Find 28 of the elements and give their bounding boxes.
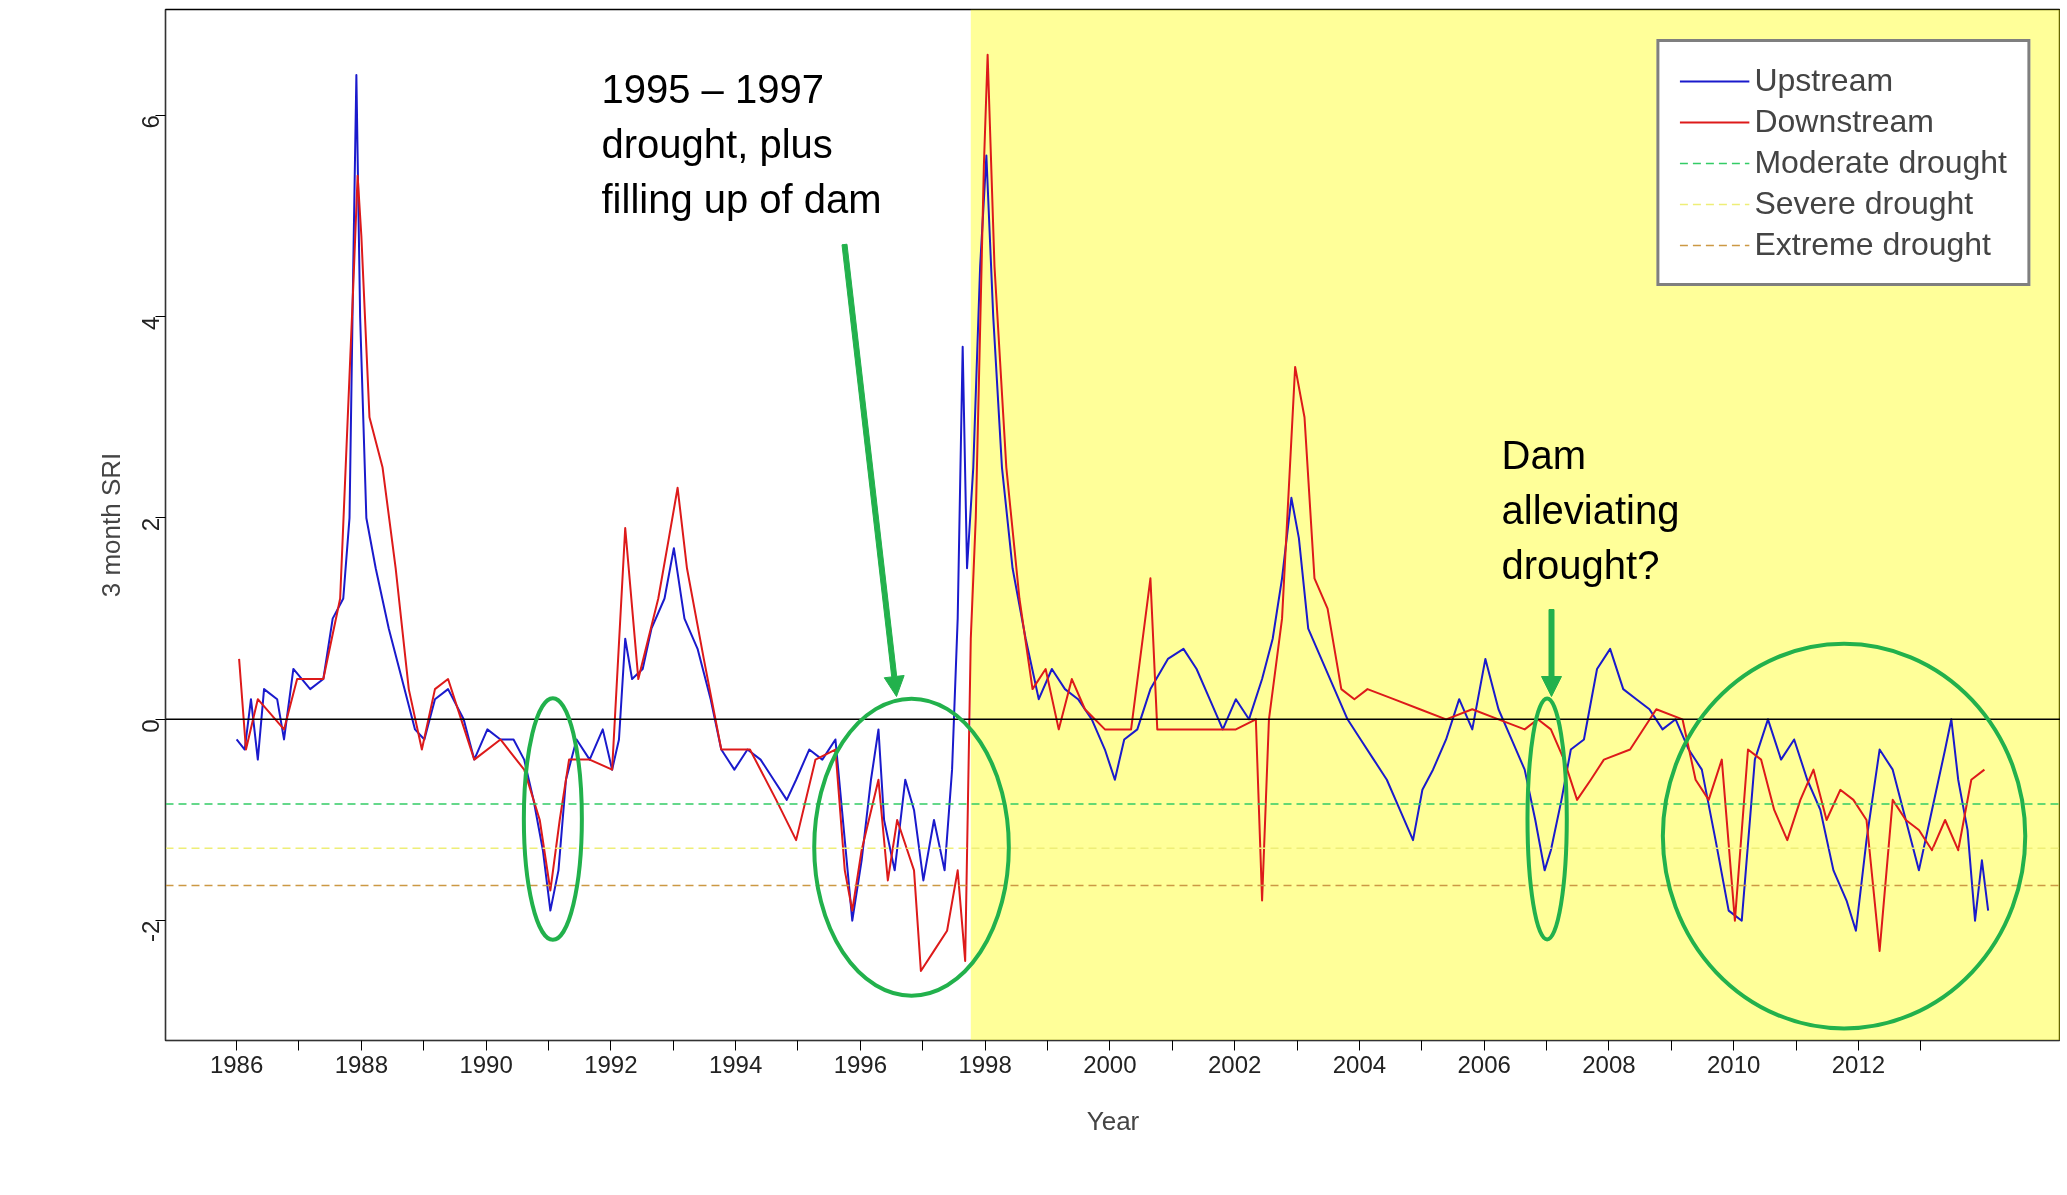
y-tick-label: 4 <box>137 316 164 330</box>
y-tick-label: 2 <box>137 517 164 532</box>
y-tick-label: 0 <box>137 719 164 733</box>
x-tick-label: 1998 <box>958 1050 1012 1078</box>
x-axis-title: Year <box>1086 1105 1140 1136</box>
x-tick-label: 2006 <box>1457 1050 1511 1078</box>
x-tick-label: 1996 <box>833 1050 888 1078</box>
x-tick-label: 2008 <box>1582 1050 1636 1078</box>
legend-label: Downstream <box>1754 103 1934 140</box>
legend-label: Severe drought <box>1754 185 1974 222</box>
annotation: 1995 – 1997 drought, plus filling up of dam <box>601 66 882 221</box>
x-tick-label: 2004 <box>1332 1050 1387 1078</box>
x-tick-label: 1986 <box>209 1050 264 1078</box>
y-tick-label: 6 <box>137 115 164 129</box>
y-axis-title: 3 month SRI <box>95 452 126 598</box>
x-tick-label: 1988 <box>334 1050 389 1078</box>
x-tick-label: 2000 <box>1083 1050 1137 1078</box>
x-tick-label: 1990 <box>459 1050 513 1078</box>
x-tick-label: 2002 <box>1207 1050 1262 1078</box>
legend-label: Upstream <box>1754 62 1894 99</box>
annotation: Dam alleviating drought? <box>1501 432 1680 587</box>
x-tick-label: 2010 <box>1706 1050 1761 1078</box>
x-tick-label: 1994 <box>708 1050 763 1078</box>
legend-label: Extreme drought <box>1754 226 1991 263</box>
y-tick-label: -2 <box>137 920 164 943</box>
x-tick-label: 1992 <box>584 1050 638 1078</box>
x-tick-label: 2012 <box>1831 1050 1886 1078</box>
legend-label: Moderate drought <box>1754 144 2007 181</box>
